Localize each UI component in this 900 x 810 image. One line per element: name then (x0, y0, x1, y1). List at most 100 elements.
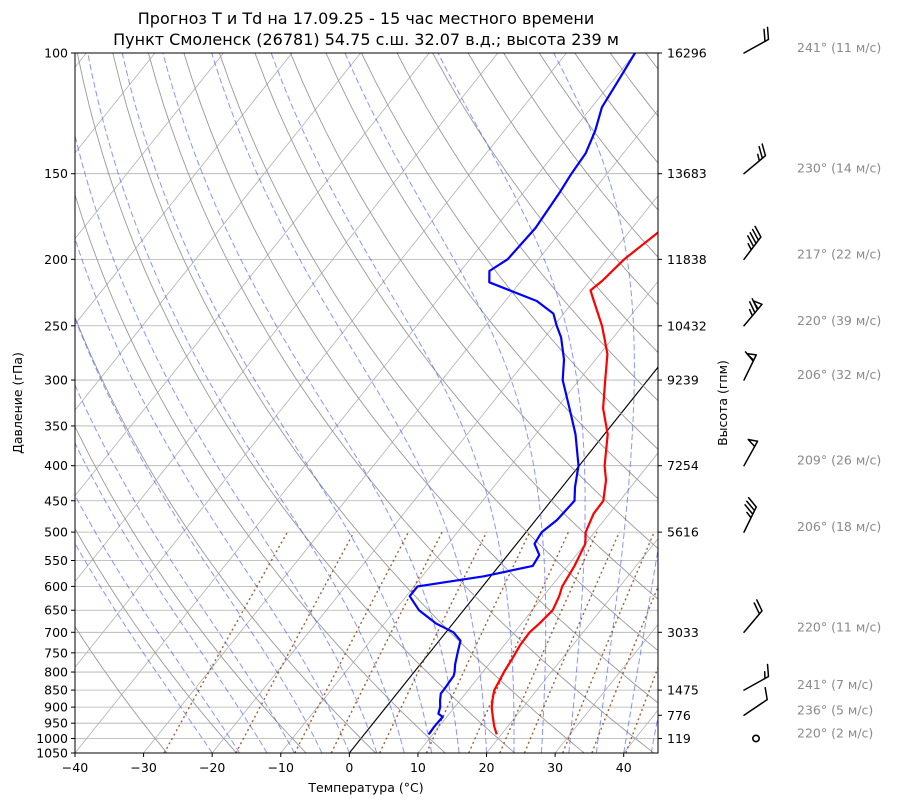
wind-label: 206° (32 м/с) (797, 367, 881, 382)
wind-barb (736, 297, 762, 326)
background-lines (0, 53, 900, 753)
isotherm-line (75, 53, 635, 753)
y-tick-label: 350 (44, 418, 68, 433)
wind-label: 220° (39 м/с) (797, 313, 881, 328)
wind-barb-shape (736, 600, 766, 632)
mixing-ratio-line (469, 532, 569, 753)
moist-adiabat-line (0, 81, 212, 753)
chart-title-line1: Прогноз T и Td на 17.09.25 - 15 час мест… (138, 9, 594, 28)
isotherm-line (418, 53, 900, 753)
dry-adiabat-line (575, 53, 900, 753)
wind-barb (739, 27, 773, 53)
wind-label: 220° (11 м/с) (797, 619, 881, 634)
dry-adiabat-line (255, 53, 863, 753)
moist-adiabat-line (163, 53, 459, 753)
wind-barb (736, 437, 757, 466)
dry-adiabat-line (362, 53, 900, 753)
dry-adiabat-line (291, 53, 900, 753)
wind-barb-shape (739, 27, 773, 53)
x-tick-label: −20 (199, 760, 225, 775)
x-tick-label: 40 (616, 760, 632, 775)
y-tick-label: 650 (44, 603, 68, 618)
wind-barb-shape (734, 350, 756, 380)
y-tick-label: 550 (44, 553, 68, 568)
dry-adiabat-line (0, 53, 237, 753)
y-tick-label: 450 (44, 493, 68, 508)
dry-adiabat-line (646, 53, 900, 753)
moist-adiabat-line (88, 53, 404, 753)
wind-label: 220° (2 м/с) (797, 725, 873, 740)
wind-label: 206° (18 м/с) (797, 519, 881, 534)
wind-barb-shape (737, 144, 769, 174)
wind-barb (739, 664, 773, 690)
wind-label: 236° (5 м/с) (797, 702, 873, 717)
wind-barb-calm (753, 735, 759, 741)
dry-adiabat-line (113, 53, 585, 753)
chart-title-line2: Пункт Смоленск (26781) 54.75 с.ш. 32.07 … (113, 30, 619, 49)
y-tick-label: 100 (44, 46, 68, 61)
y-tick-label: 200 (44, 252, 68, 267)
wind-label: 217° (22 м/с) (797, 246, 881, 261)
moist-adiabat-line (345, 53, 546, 753)
wind-barb-shape (736, 297, 762, 326)
y-axis: 1001502002503003504004505005506006507007… (36, 46, 75, 761)
dry-adiabat-line (184, 53, 724, 753)
y-tick-label: 400 (44, 458, 68, 473)
wind-barb (735, 226, 764, 259)
isotherm-line (487, 53, 900, 753)
wind-label: 209° (26 м/с) (797, 453, 881, 468)
isotherm-line (144, 53, 704, 753)
wind-barb (736, 600, 766, 632)
wind-label: 241° (7 м/с) (797, 677, 873, 692)
height-tick-label: 9239 (667, 373, 699, 388)
y-tick-label: 1050 (36, 746, 68, 761)
y-tick-label: 850 (44, 683, 68, 698)
x-tick-label: −30 (130, 760, 156, 775)
wind-barb (737, 144, 769, 174)
wind-barb (734, 498, 758, 532)
isotherm-line (6, 53, 566, 753)
mixing-ratio-line (236, 532, 354, 753)
moist-adiabat-line (624, 53, 697, 753)
dry-adiabat-line (468, 53, 900, 753)
wind-barb-shape (734, 498, 758, 532)
y-tick-label: 250 (44, 318, 68, 333)
x-axis-label: Температура (°C) (307, 780, 423, 795)
y-tick-label: 750 (44, 645, 68, 660)
moist-adiabat-line (651, 53, 776, 753)
dry-adiabat-line (148, 53, 654, 753)
wind-barb-shape (738, 688, 772, 716)
height-axis-label: Высота (гпм) (715, 360, 730, 446)
moist-adiabat-line (554, 53, 635, 753)
wind-barb-shape (736, 437, 757, 466)
height-tick-label: 5616 (667, 525, 699, 540)
mixing-ratio-line (164, 532, 287, 753)
x-tick-label: 30 (547, 760, 563, 775)
dry-adiabat-line (717, 53, 900, 753)
y-axis-label: Давление (гПа) (10, 352, 25, 454)
height-tick-label: 13683 (667, 166, 707, 181)
y-tick-label: 800 (44, 665, 68, 680)
height-tick-label: 1475 (667, 683, 699, 698)
y-tick-label: 700 (44, 625, 68, 640)
height-tick-label: 3033 (667, 625, 699, 640)
zero-isotherm-line (349, 53, 900, 753)
wind-label: 241° (11 м/с) (797, 40, 881, 55)
y-tick-label: 300 (44, 373, 68, 388)
wind-column: 241° (11 м/с) 230° (14 м/с) 217° (22 м/с) 2… (734, 27, 881, 741)
wind-label: 230° (14 м/с) (797, 161, 881, 176)
dry-adiabat-line (504, 53, 900, 753)
y-tick-label: 950 (44, 716, 68, 731)
x-tick-label: −10 (268, 760, 294, 775)
mixing-ratio-line (295, 532, 409, 753)
moist-adiabat-line (32, 53, 349, 753)
height-tick-label: 776 (667, 708, 691, 723)
dry-adiabat-line (397, 53, 900, 753)
mixing-ratio-line (500, 532, 597, 753)
wind-barb (734, 350, 756, 380)
height-tick-label: 11838 (667, 252, 707, 267)
wind-barb-shape (739, 664, 773, 690)
